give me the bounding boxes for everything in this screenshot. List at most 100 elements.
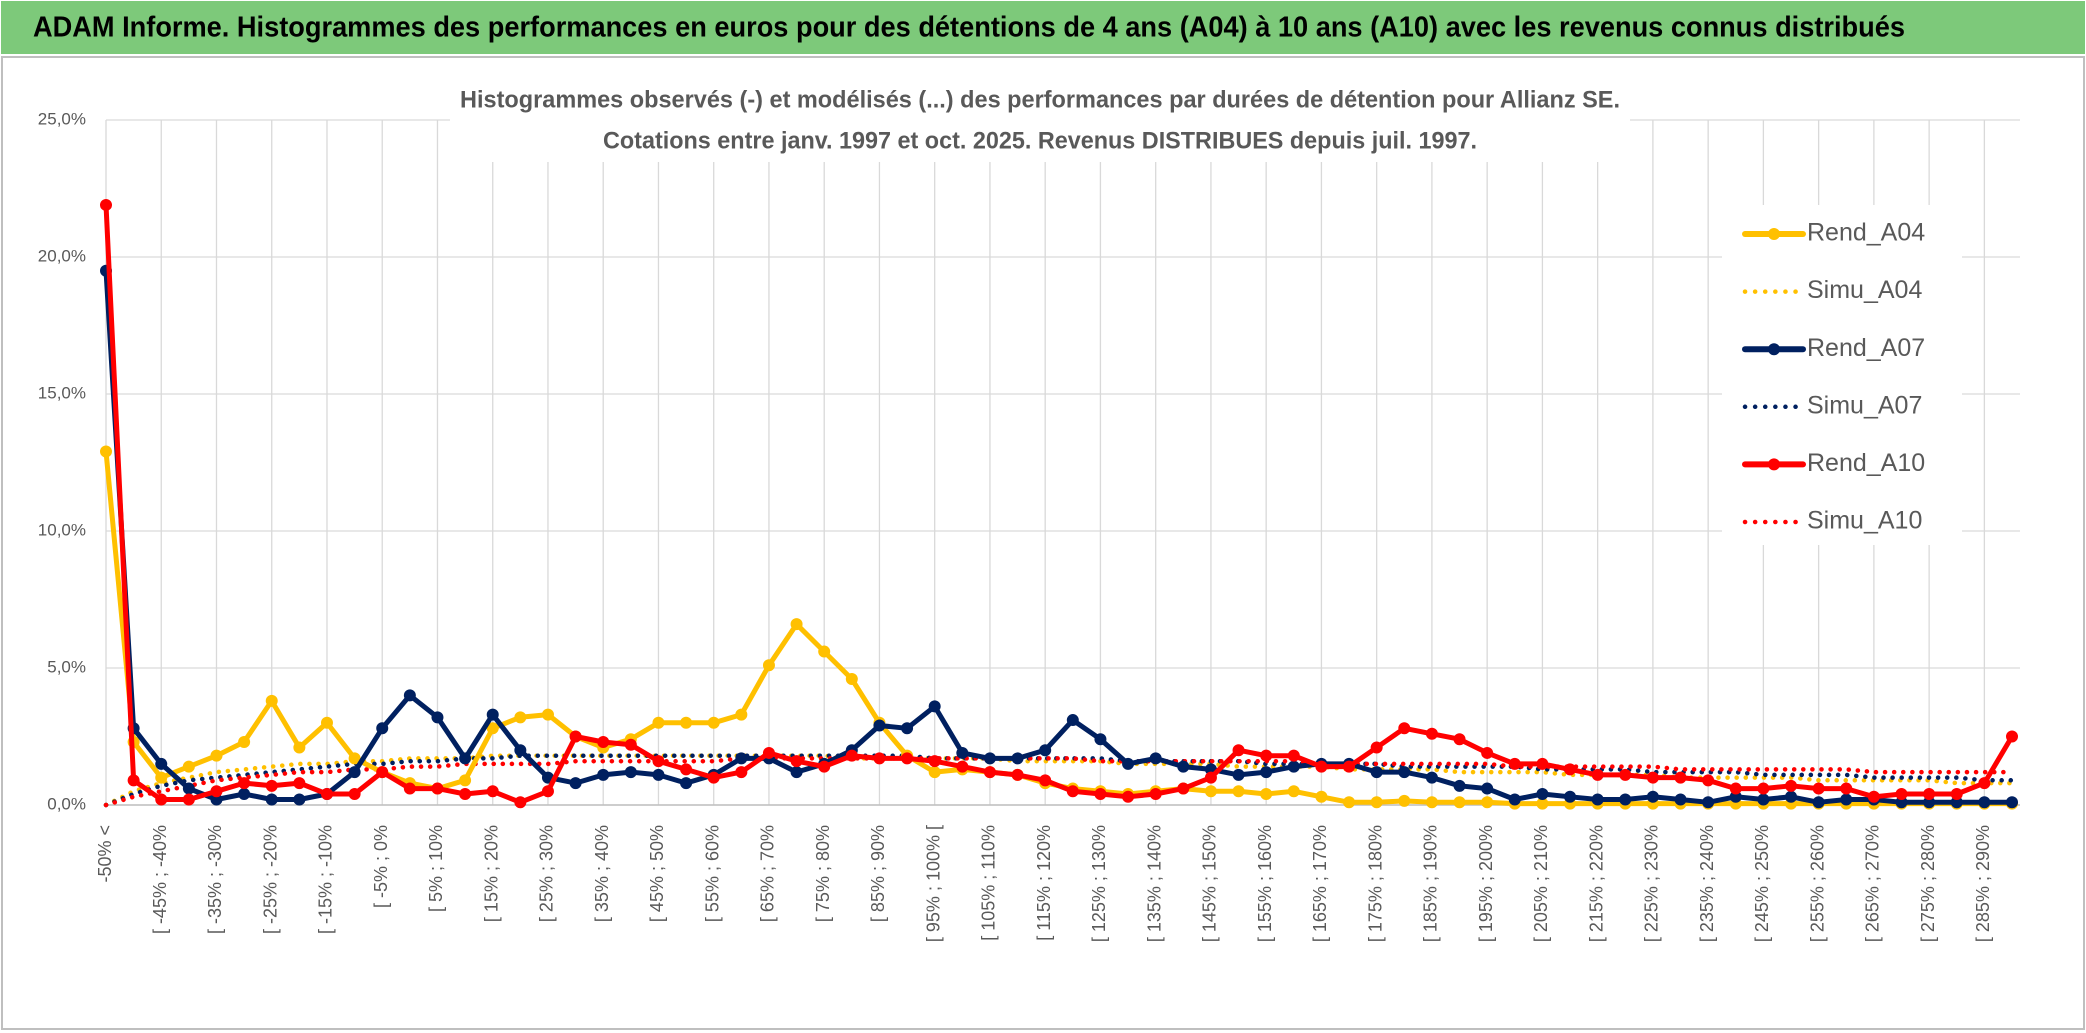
series-marker	[1011, 752, 1024, 765]
series-marker	[1398, 766, 1411, 779]
series-marker	[762, 659, 775, 672]
series-line	[103, 202, 2015, 805]
series-marker	[873, 719, 886, 732]
y-tick-label: 5,0%	[47, 657, 86, 676]
series-marker	[1011, 768, 1024, 781]
series-marker	[1122, 757, 1135, 770]
series-marker	[1867, 790, 1880, 803]
series-marker	[238, 777, 251, 790]
series-marker	[1425, 727, 1438, 740]
series-marker	[928, 766, 941, 779]
x-tick-label: [ 275% ; 280%	[1918, 825, 1938, 942]
x-tick-label: [ 155% ; 160%	[1255, 825, 1275, 942]
x-tick-label: [ 225% ; 230%	[1642, 825, 1662, 942]
series-marker	[597, 735, 610, 748]
series-marker	[707, 716, 720, 729]
series-marker	[1094, 788, 1107, 801]
y-tick-label: 25,0%	[38, 109, 86, 128]
title-backdrop	[450, 82, 1630, 162]
header-title: ADAM Informe. Histogrammes des performan…	[33, 12, 1905, 44]
series-marker	[1260, 766, 1273, 779]
series-marker	[1757, 782, 1770, 795]
legend-marker	[1768, 228, 1780, 240]
series-marker	[569, 777, 582, 790]
series-marker	[1039, 744, 1052, 757]
series-marker	[514, 744, 527, 757]
series-marker	[1343, 796, 1356, 809]
series-marker	[1425, 796, 1438, 809]
series-marker	[1453, 779, 1466, 792]
series-marker	[486, 785, 499, 798]
series-marker	[541, 785, 554, 798]
series-marker	[1950, 788, 1963, 801]
x-tick-label: [ 215% ; 220%	[1586, 825, 1606, 942]
series-marker	[928, 755, 941, 768]
series-marker	[376, 722, 389, 735]
x-tick-label: [ -5% ; 0%	[371, 825, 391, 908]
y-tick-label: 0,0%	[47, 794, 86, 813]
series-marker	[1232, 744, 1245, 757]
legend-marker	[1768, 458, 1780, 471]
series-marker	[238, 788, 251, 801]
series-marker	[652, 755, 665, 768]
series-marker	[790, 755, 803, 768]
header-bar	[1, 1, 2085, 54]
series-marker	[1370, 796, 1383, 809]
series-marker	[1453, 733, 1466, 746]
series-marker	[1398, 794, 1411, 807]
series-marker	[624, 738, 637, 751]
x-tick-label: [ 105% ; 110%	[979, 825, 999, 941]
series-marker	[1978, 777, 1991, 790]
x-tick-label: [ 115% ; 120%	[1034, 825, 1054, 941]
series-marker	[1039, 774, 1052, 787]
series-group	[100, 198, 2018, 810]
series-marker	[1646, 771, 1659, 784]
x-tick-label: [ 55% ; 60%	[702, 825, 722, 922]
series-marker	[1370, 766, 1383, 779]
series-marker	[707, 771, 720, 784]
series-marker	[1646, 790, 1659, 803]
series-marker	[624, 766, 637, 779]
series-marker	[348, 788, 361, 801]
series-marker	[680, 777, 693, 790]
x-tick-label: [ 5% ; 10%	[426, 825, 446, 912]
x-tick-label: [ 265% ; 270%	[1863, 825, 1883, 942]
series-marker	[459, 752, 472, 765]
series-marker	[1260, 749, 1273, 762]
series-line	[103, 753, 2015, 808]
chart-title: Histogrammes observés (-) et modélisés (…	[460, 86, 1620, 113]
x-tick-label: [ -35% ; -30%	[205, 825, 225, 934]
series-marker	[1398, 722, 1411, 735]
series-marker	[735, 766, 748, 779]
x-tick-label: [ 95% ; 100% [	[923, 825, 943, 942]
series-marker	[1094, 733, 1107, 746]
series-marker	[1370, 741, 1383, 754]
legend-label: Rend_A04	[1807, 219, 1925, 247]
series-marker	[1978, 796, 1991, 809]
series-marker	[901, 752, 914, 765]
series-marker	[735, 752, 748, 765]
series-marker	[1812, 796, 1825, 809]
series-marker	[348, 752, 361, 765]
x-tick-label: [ 65% ; 70%	[758, 825, 778, 922]
x-tick-label: [ 25% ; 30%	[537, 825, 557, 922]
series-marker	[1287, 785, 1300, 798]
series-marker	[486, 708, 499, 721]
series-marker	[238, 735, 251, 748]
series-marker	[983, 766, 996, 779]
series-marker	[403, 782, 416, 795]
series-line	[103, 268, 2015, 805]
series-marker	[431, 782, 444, 795]
series-marker	[459, 774, 472, 787]
series-marker	[155, 793, 168, 806]
series-marker	[100, 445, 112, 458]
series-marker	[1812, 782, 1825, 795]
x-tick-label: [ 235% ; 240%	[1697, 825, 1717, 942]
series-marker	[2006, 796, 2018, 809]
chart-subtitle: Cotations entre janv. 1997 et oct. 2025.…	[603, 127, 1477, 154]
series-marker	[680, 716, 693, 729]
series-marker	[1204, 785, 1217, 798]
series-marker	[1591, 768, 1604, 781]
series-marker	[1591, 793, 1604, 806]
